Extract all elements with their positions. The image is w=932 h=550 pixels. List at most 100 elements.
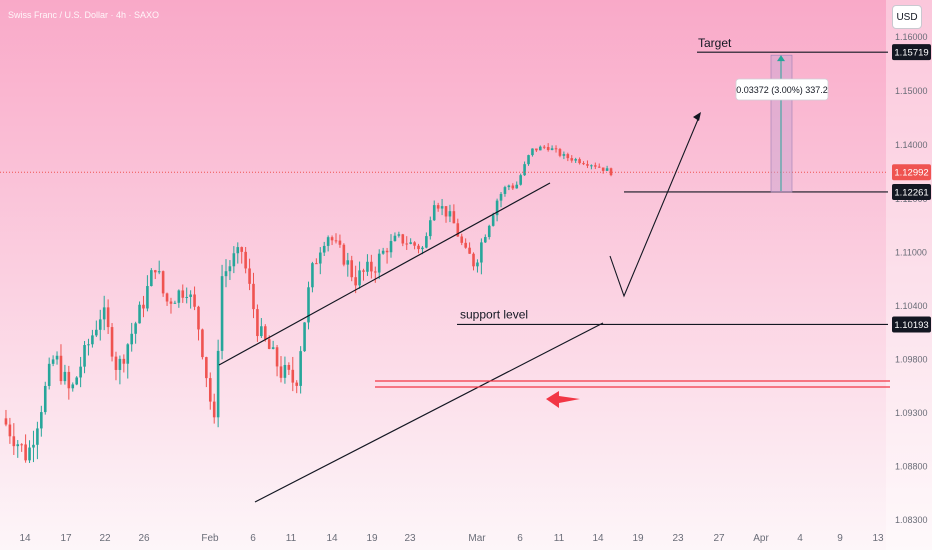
measure-label: 0.03372 (3.00%) 337.2 — [736, 85, 828, 95]
candle-up — [366, 261, 369, 272]
candle-up — [381, 250, 385, 254]
x-tick-label: Apr — [753, 533, 769, 544]
candle-up — [32, 444, 35, 448]
candle-down — [295, 382, 299, 386]
candle-down — [338, 240, 342, 245]
candle-up — [499, 193, 503, 201]
channel-lower-line[interactable] — [254, 322, 604, 503]
candle-up — [271, 347, 275, 349]
projection-path[interactable] — [609, 116, 700, 298]
candle-down — [436, 205, 440, 209]
x-tick-label: 27 — [713, 533, 725, 544]
candle-up — [126, 344, 130, 364]
x-tick-label: 11 — [554, 533, 565, 544]
y-tick-label: 1.08800 — [895, 462, 928, 472]
candle-down — [181, 290, 185, 298]
candle-up — [43, 385, 47, 413]
candle-up — [527, 155, 530, 165]
candle-down — [464, 242, 467, 248]
y-tick-label: 1.14000 — [895, 140, 928, 150]
candle-down — [586, 164, 589, 166]
candle-up — [389, 241, 393, 253]
candle-down — [106, 307, 110, 328]
candle-down — [8, 424, 12, 437]
candle-up — [260, 326, 263, 337]
candle-down — [197, 306, 200, 330]
candle-up — [55, 355, 59, 360]
x-tick-label: 17 — [60, 533, 72, 544]
candle-up — [224, 271, 228, 277]
candle-up — [185, 296, 188, 298]
arrow-left-icon — [546, 391, 580, 408]
candle-down — [67, 371, 71, 389]
y-tick-label: 1.10400 — [895, 301, 928, 311]
candle-down — [161, 271, 165, 294]
candle-down — [59, 355, 63, 382]
candle-down — [597, 166, 601, 168]
y-tick-label: 1.08300 — [895, 515, 928, 525]
channel-upper-line[interactable] — [218, 182, 551, 366]
candle-down — [570, 158, 574, 161]
candle-up — [47, 363, 51, 386]
candle-up — [480, 242, 483, 263]
candle-up — [429, 220, 432, 237]
x-tick-label: 19 — [366, 533, 378, 544]
candle-down — [291, 369, 295, 383]
candle-down — [546, 147, 550, 151]
candle-up — [228, 266, 232, 272]
candle-down — [468, 247, 471, 254]
candle-down — [153, 270, 157, 273]
price-label-support: 1.10193 — [894, 320, 928, 331]
candle-down — [24, 444, 27, 461]
candle-down — [472, 253, 475, 267]
measure-arrowhead-icon — [777, 55, 785, 62]
candle-down — [267, 339, 271, 349]
y-tick-label: 1.09800 — [895, 355, 928, 365]
price-label-target-box — [892, 44, 931, 61]
candle-down — [165, 293, 169, 302]
candle-down — [405, 243, 409, 245]
price-label-support-box — [892, 316, 931, 333]
candle-up — [311, 263, 314, 288]
candle-down — [142, 304, 145, 309]
candle-up — [98, 319, 102, 330]
candle-down — [20, 444, 23, 446]
x-tick-label: 4 — [797, 533, 803, 544]
y-tick-label: 1.11000 — [895, 248, 927, 258]
candle-down — [582, 163, 585, 165]
candle-up — [40, 412, 43, 429]
candle-up — [75, 377, 78, 385]
x-tick-label: Mar — [468, 533, 486, 544]
candle-down — [240, 247, 244, 252]
candle-up — [63, 371, 67, 382]
candle-up — [79, 366, 82, 378]
candle-down — [385, 250, 389, 253]
candle-up — [189, 294, 192, 297]
price-label-target: 1.15719 — [894, 48, 928, 59]
candle-up — [421, 247, 424, 250]
candle-up — [503, 187, 507, 194]
candle-up — [28, 447, 31, 461]
x-tick-label: 11 — [286, 533, 297, 544]
y-tick-label: 1.09300 — [895, 408, 928, 418]
projection-arrowhead-icon — [693, 112, 701, 121]
candle-down — [511, 185, 515, 189]
candle-up — [303, 322, 306, 352]
candle-up — [358, 270, 361, 286]
candle-up — [346, 260, 350, 265]
candle-up — [487, 225, 491, 238]
currency-button[interactable]: USD — [892, 5, 922, 29]
candle-up — [71, 384, 75, 389]
candle-down — [212, 401, 216, 418]
candle-up — [299, 351, 302, 386]
candle-up — [146, 286, 149, 309]
candle-down — [460, 236, 464, 243]
candle-down — [315, 263, 318, 265]
candle-down — [594, 165, 597, 167]
x-tick-label: 26 — [138, 533, 150, 544]
candle-down — [535, 148, 538, 151]
candle-up — [16, 444, 20, 447]
candle-down — [205, 357, 208, 379]
candle-down — [279, 366, 283, 378]
